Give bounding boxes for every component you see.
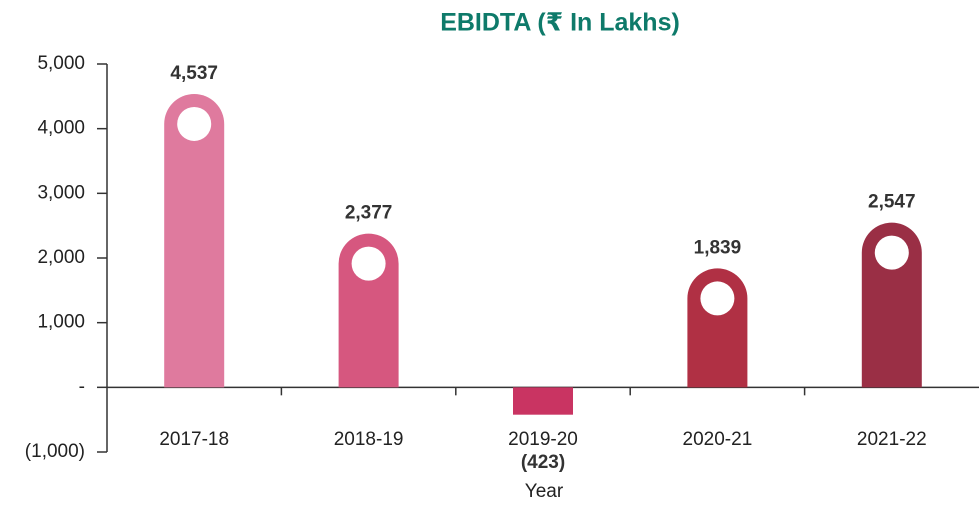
bar (513, 387, 573, 415)
value-label: 2,377 (345, 203, 393, 224)
bar-marker (177, 106, 212, 141)
y-tick-label: (1,000) (25, 441, 85, 462)
bar (861, 222, 922, 388)
bar (338, 233, 399, 388)
x-tick-label: 2019-20 (508, 429, 578, 450)
bar-marker (874, 235, 909, 270)
bar-marker (351, 246, 386, 281)
y-tick-label: 5,000 (37, 53, 85, 74)
y-tick-label: 1,000 (37, 312, 85, 333)
value-label: 1,839 (694, 237, 742, 258)
y-tick-label: 3,000 (37, 182, 85, 203)
y-tick-label: 2,000 (37, 247, 85, 268)
x-tick-label: 2021-22 (857, 429, 927, 450)
y-tick-label: 4,000 (37, 118, 85, 139)
value-label: 2,547 (868, 192, 916, 213)
y-tick-label: - (79, 376, 85, 397)
chart-title: EBIDTA (₹ In Lakhs) (440, 9, 680, 37)
value-label: 4,537 (170, 63, 218, 84)
x-tick-label: 2020-21 (683, 429, 753, 450)
x-tick-label: 2017-18 (159, 429, 229, 450)
value-label: (423) (521, 452, 565, 473)
bar (164, 93, 225, 388)
bar-marker (700, 281, 735, 316)
x-axis-title: Year (525, 481, 564, 502)
x-tick-label: 2018-19 (334, 429, 404, 450)
